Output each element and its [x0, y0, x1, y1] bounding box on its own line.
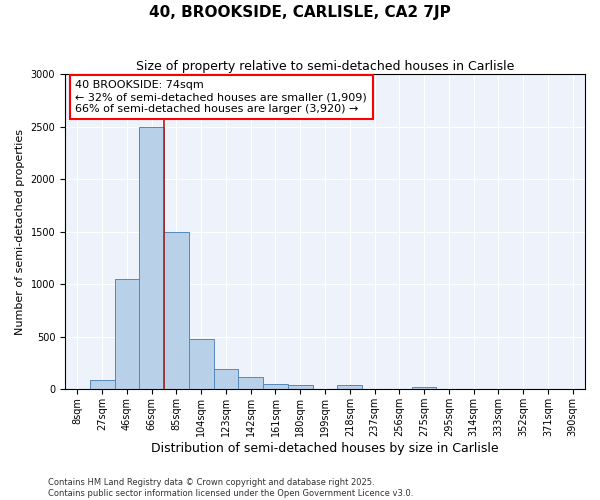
- Bar: [115, 279, 139, 390]
- Text: 40, BROOKSIDE, CARLISLE, CA2 7JP: 40, BROOKSIDE, CARLISLE, CA2 7JP: [149, 5, 451, 20]
- Bar: [288, 384, 313, 390]
- Bar: [164, 232, 189, 390]
- Bar: [214, 369, 238, 390]
- Bar: [337, 384, 362, 390]
- Bar: [90, 380, 115, 390]
- Bar: [238, 376, 263, 390]
- Text: 40 BROOKSIDE: 74sqm
← 32% of semi-detached houses are smaller (1,909)
66% of sem: 40 BROOKSIDE: 74sqm ← 32% of semi-detach…: [76, 80, 367, 114]
- Bar: [189, 339, 214, 390]
- Title: Size of property relative to semi-detached houses in Carlisle: Size of property relative to semi-detach…: [136, 60, 514, 73]
- Bar: [263, 384, 288, 390]
- Text: Contains HM Land Registry data © Crown copyright and database right 2025.
Contai: Contains HM Land Registry data © Crown c…: [48, 478, 413, 498]
- Y-axis label: Number of semi-detached properties: Number of semi-detached properties: [15, 128, 25, 334]
- Bar: [139, 126, 164, 390]
- X-axis label: Distribution of semi-detached houses by size in Carlisle: Distribution of semi-detached houses by …: [151, 442, 499, 455]
- Bar: [412, 387, 436, 390]
